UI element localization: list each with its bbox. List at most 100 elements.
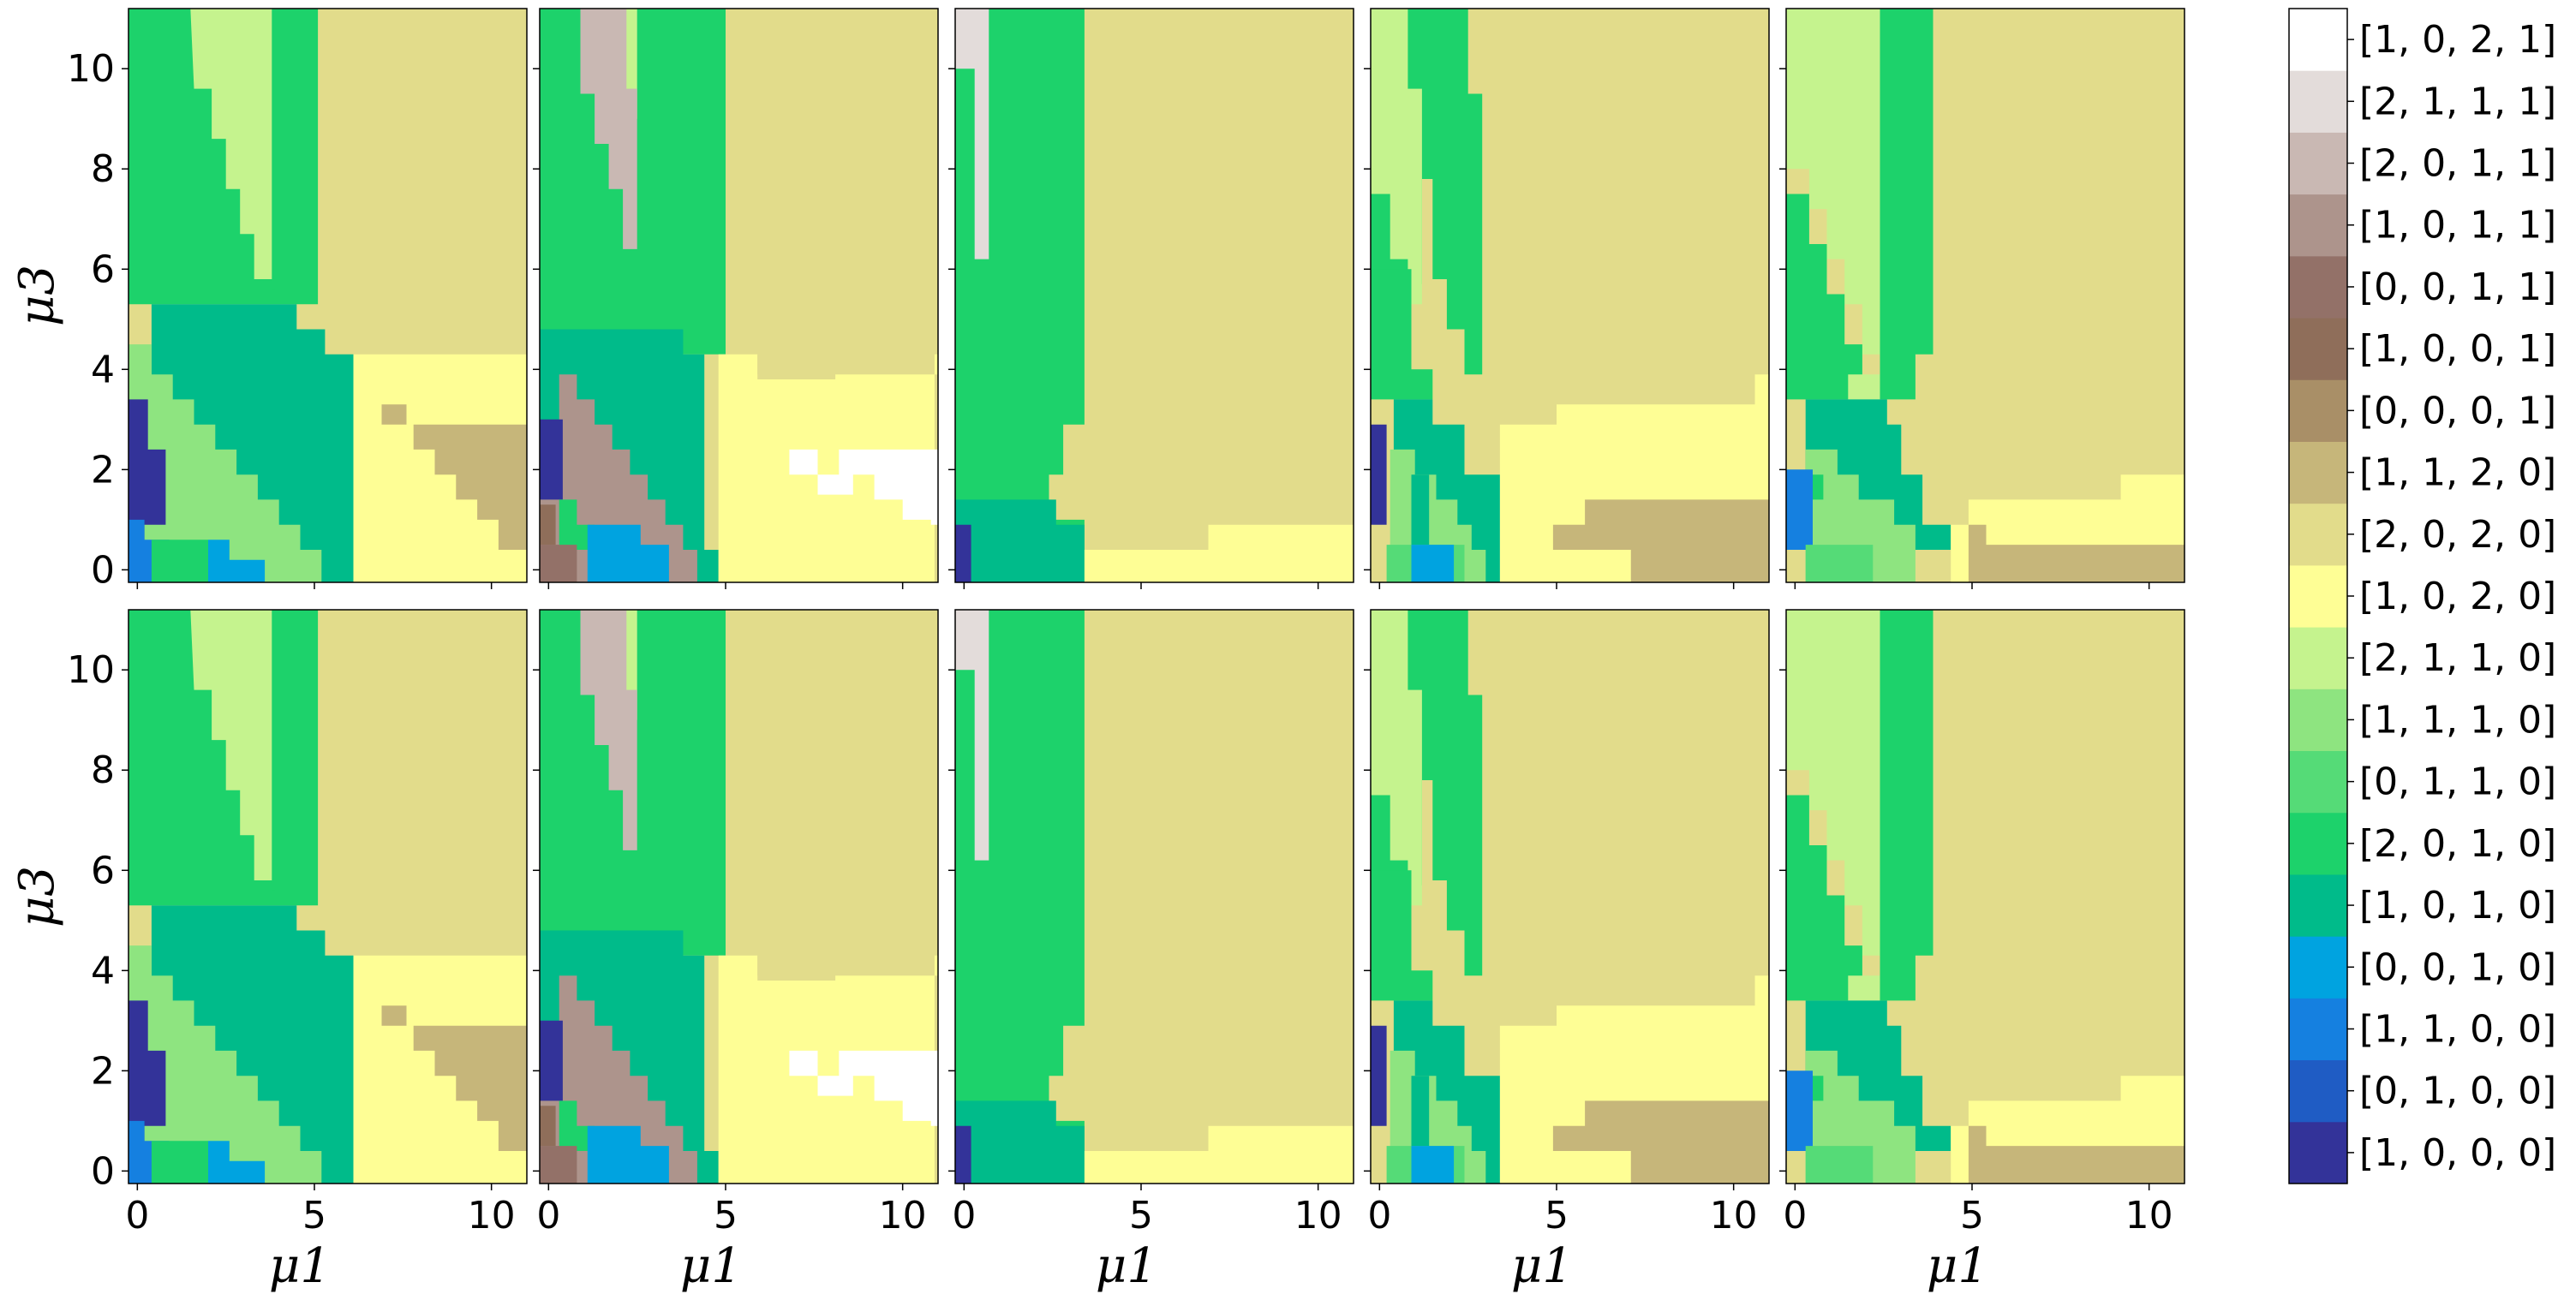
heatmap-panel-r1-c3 [955, 9, 1354, 582]
region-4 [1084, 1125, 1354, 1184]
region-8 [540, 1146, 577, 1184]
region-2 [1371, 870, 1433, 1001]
region-10 [1552, 1100, 1769, 1184]
y-tick-label: 0 [91, 1149, 115, 1193]
x-tick-label: 5 [1960, 1194, 1984, 1237]
colorbar-swatch [2289, 689, 2347, 752]
y-tick-label: 6 [91, 849, 115, 892]
x-tick-label: 10 [879, 1194, 927, 1237]
colorbar-swatch [2289, 998, 2347, 1061]
y-tick-label: 10 [67, 47, 115, 91]
colorbar-legend: [1, 0, 0, 0] [0, 1, 0, 0] [1, 1, 0, 0] [0, … [2288, 8, 2556, 1184]
x-tick-label: 5 [714, 1194, 738, 1237]
region-1 [190, 9, 272, 279]
y-tick-label: 6 [91, 247, 115, 291]
panel-frame-r1-c3 [954, 8, 1354, 583]
region-2 [580, 9, 637, 249]
y-tick-label: 2 [91, 1049, 115, 1093]
region-8 [1411, 545, 1455, 582]
x-tick-label: 10 [1710, 1194, 1758, 1237]
region-11 [757, 354, 836, 379]
y-axis-label: μ3 [9, 265, 65, 326]
region-0 [1786, 610, 1880, 956]
region-2 [272, 610, 276, 891]
colorbar-label: [1, 0, 2, 1] [2359, 18, 2556, 62]
colorbar-label: [1, 0, 2, 0] [2359, 575, 2556, 618]
y-tick-label: 8 [91, 147, 115, 191]
heatmap-panel-r2-c1 [129, 610, 527, 1184]
region-3 [955, 1125, 971, 1184]
y-tick-label: 10 [67, 648, 115, 692]
y-tick-label: 4 [91, 949, 115, 993]
region-8 [1805, 1146, 1874, 1184]
x-tick-label: 0 [952, 1194, 976, 1237]
x-axis-label: μ1 [1511, 1238, 1573, 1294]
axes-decorations: 0 2 4 6 8 10 μ3 0 5 10 0 2 4 6 8 10 μ1 μ3 0 5 10 μ1 0 5 10 μ1 0 5 10… [9, 8, 2185, 1294]
colorbar-swatch [2289, 503, 2347, 566]
panel-frame-r1-c5 [1785, 8, 2185, 583]
region-11 [757, 955, 836, 981]
x-tick-label: 10 [1294, 1194, 1342, 1237]
heatmap-panel-r2-c2 [540, 610, 938, 1184]
x-tick-label: 0 [1367, 1194, 1391, 1237]
colorbar-label: [1, 0, 1, 1] [2359, 204, 2556, 247]
region-12 [789, 1050, 938, 1126]
panel-frame-r1-c1 [128, 8, 528, 583]
region-10 [1552, 499, 1769, 582]
region-8 [1411, 1146, 1455, 1184]
heatmap-panel-r1-c4 [1371, 9, 1769, 582]
x-tick-label: 5 [302, 1194, 326, 1237]
x-axis-label: μ1 [680, 1238, 742, 1294]
region-7 [1786, 469, 1813, 550]
colorbar-swatch [2289, 379, 2347, 442]
y-tick-label: 4 [91, 348, 115, 391]
region-6 [559, 1100, 595, 1151]
colorbar-label: [0, 0, 1, 1] [2359, 265, 2556, 309]
region-0 [1786, 9, 1880, 355]
colorbar-label: [1, 0, 1, 0] [2359, 884, 2556, 927]
heatmap-panel-r2-c4 [1371, 610, 1769, 1184]
region-6 [559, 499, 595, 550]
x-tick-label: 10 [468, 1194, 516, 1237]
region-7 [587, 524, 669, 582]
panel-grid [129, 9, 2185, 1184]
region-2 [580, 610, 637, 850]
panel-frame-r2-c2 [539, 609, 939, 1184]
colorbar-label: [0, 0, 1, 0] [2359, 945, 2556, 989]
y-tick-label: 0 [91, 548, 115, 592]
region-2 [1786, 795, 1862, 1001]
colorbar-label: [1, 0, 0, 0] [2359, 1131, 2556, 1175]
region-12 [789, 449, 938, 525]
colorbar-swatch [2289, 255, 2347, 319]
x-tick-label: 0 [1783, 1194, 1807, 1237]
region-10 [381, 404, 527, 550]
y-tick-label: 8 [91, 748, 115, 792]
x-tick-label: 0 [536, 1194, 560, 1237]
heatmap-panel-r2-c5 [1786, 610, 2185, 1184]
region-1 [190, 610, 272, 880]
region-7 [1786, 1070, 1813, 1151]
panel-frame-r2-c1 [128, 609, 528, 1184]
colorbar-swatch [2289, 936, 2347, 999]
colorbar-label: [2, 1, 1, 1] [2359, 80, 2556, 123]
panel-frame-r1-c4 [1370, 8, 1770, 583]
region-5 [540, 1020, 563, 1101]
region-2 [272, 9, 276, 289]
colorbar-swatch [2289, 318, 2347, 380]
region-8 [151, 1141, 208, 1184]
x-axis-label: μ1 [1096, 1238, 1157, 1294]
region-1 [1371, 610, 1422, 906]
panel-frame-r2-c5 [1785, 609, 2185, 1184]
x-tick-label: 0 [125, 1194, 149, 1237]
region-5 [1411, 1076, 1430, 1151]
x-tick-label: 5 [1545, 1194, 1569, 1237]
panel-frame-r2-c3 [954, 609, 1354, 1184]
colorbar-swatch [2289, 627, 2347, 689]
colorbar-swatch [2289, 70, 2347, 133]
region-5 [1411, 474, 1430, 550]
region-7 [208, 540, 266, 582]
region-1 [1880, 9, 1933, 400]
colorbar-label: [2, 1, 1, 0] [2359, 636, 2556, 680]
heatmap-panel-r1-c1 [129, 9, 527, 582]
